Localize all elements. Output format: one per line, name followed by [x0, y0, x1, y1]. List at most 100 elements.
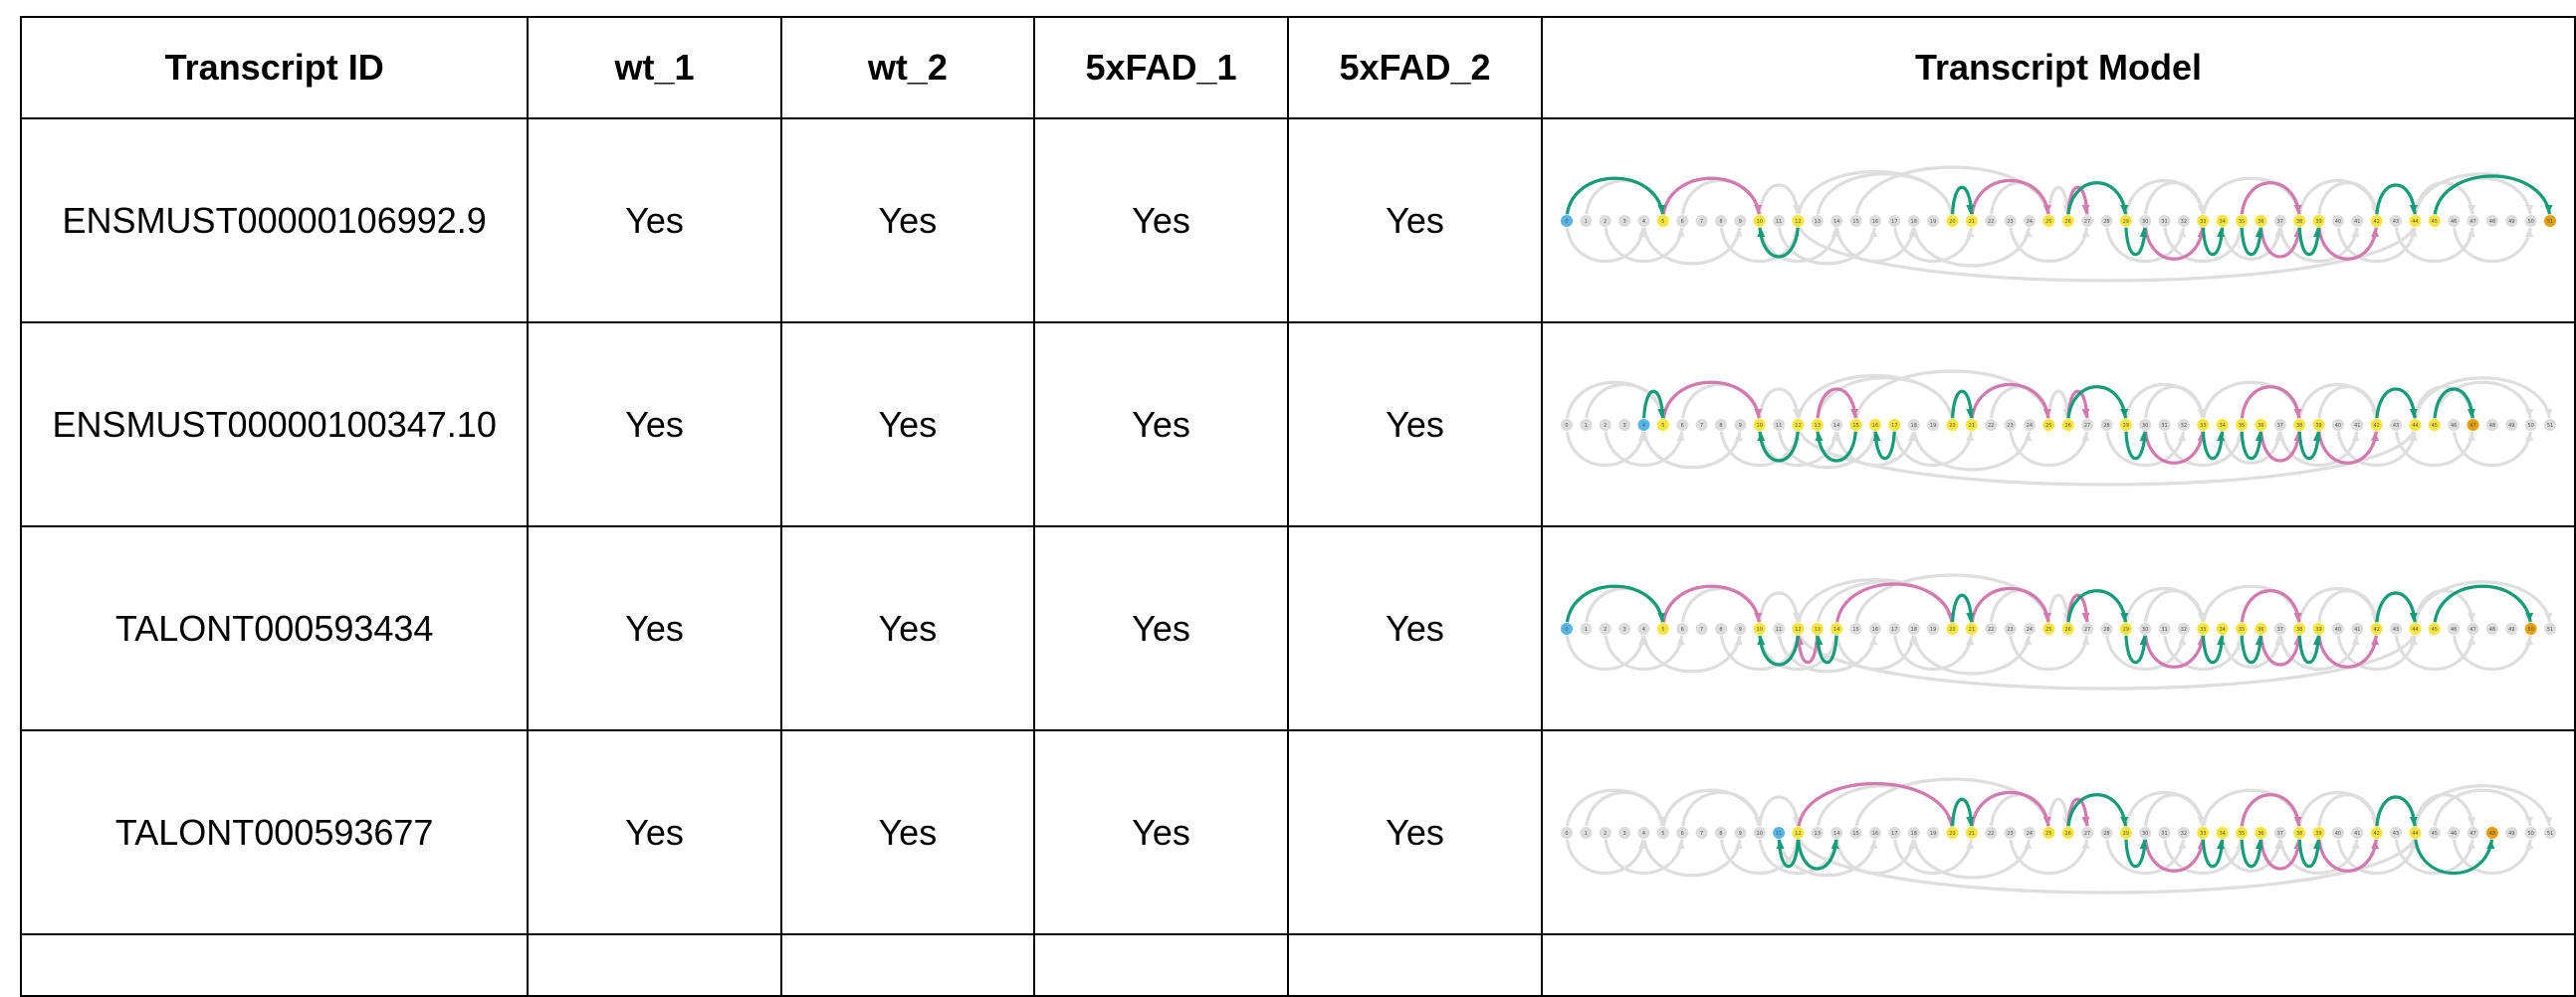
- splice-node: [2196, 825, 2211, 840]
- splice-node: [2235, 213, 2249, 228]
- splice-node-label: 13: [1815, 218, 1821, 224]
- splice-node-label: 4: [1642, 626, 1645, 632]
- splice-node-label: 51: [2547, 422, 2553, 428]
- splice-node: [1829, 825, 1844, 840]
- background-arc-arrowhead: [2525, 839, 2534, 849]
- splice-node: [2331, 621, 2345, 636]
- header-row: Transcript ID wt_1 wt_2 5xFAD_1 5xFAD_2 …: [19, 16, 2576, 119]
- background-arc-arrowhead: [2467, 635, 2475, 645]
- splice-node-label: 41: [2354, 218, 2360, 224]
- table-row-partial: [19, 933, 2576, 997]
- splice-node-label: 29: [2123, 218, 2129, 224]
- background-arc-arrowhead: [1676, 431, 1685, 441]
- intron-arc-pink-arrowhead: [2293, 612, 2302, 622]
- splice-node-label: 31: [2161, 626, 2167, 632]
- background-arc-arrowhead: [2467, 431, 2475, 441]
- splice-node-label: 25: [2045, 830, 2051, 836]
- intron-arc-green-arrowhead: [2409, 612, 2418, 622]
- intron-arc-green-arrowhead: [2217, 227, 2226, 237]
- splice-node-label: 1: [1585, 218, 1588, 224]
- splice-node-label: 15: [1852, 422, 1858, 428]
- splice-node: [2196, 213, 2211, 228]
- splice-node: [1868, 825, 1882, 840]
- transcript-id-cell: ENSMUST00000106992.9: [19, 117, 530, 323]
- splice-node: [1579, 621, 1594, 636]
- background-arc: [2413, 579, 2552, 629]
- splice-node-label: 29: [2123, 422, 2129, 428]
- splice-node: [2041, 213, 2056, 228]
- background-arc: [2278, 628, 2359, 671]
- intron-arc-pink-arrowhead: [2081, 816, 2090, 826]
- background-arc: [2278, 424, 2359, 467]
- splice-node: [1694, 621, 1709, 636]
- transcript-id-cell: TALONT000593434: [19, 525, 530, 731]
- splice-node: [2331, 825, 2345, 840]
- background-arc: [2008, 424, 2089, 467]
- splice-node-label: 41: [2354, 830, 2360, 836]
- splice-node-label: 9: [1739, 830, 1742, 836]
- background-arc: [2104, 628, 2186, 671]
- splice-node: [2504, 213, 2519, 228]
- splice-node: [1636, 621, 1651, 636]
- splice-node: [1791, 825, 1806, 840]
- splice-node: [2408, 213, 2423, 228]
- splice-node: [1694, 213, 1709, 228]
- splice-node: [1560, 621, 1574, 636]
- intron-arc-pink-arrowhead: [2042, 204, 2051, 214]
- splice-node-label: 30: [2142, 218, 2148, 224]
- intron-arc-green-arrowhead: [1966, 612, 1975, 622]
- splice-node-label: 17: [1891, 422, 1897, 428]
- splice-node: [2177, 417, 2191, 432]
- wt-2-cell: Yes: [779, 729, 1035, 935]
- background-arc: [2104, 424, 2186, 467]
- splice-node-label: 8: [1719, 422, 1722, 428]
- splice-node: [1675, 417, 1690, 432]
- background-arc: [2413, 375, 2552, 425]
- background-arc: [2394, 220, 2475, 263]
- splice-node: [2331, 213, 2345, 228]
- splice-node-label: 3: [1623, 218, 1626, 224]
- splice-node: [2543, 213, 2557, 228]
- background-arc: [2394, 628, 2475, 671]
- splice-node-label: 21: [1969, 626, 1975, 632]
- splice-node-label: 0: [1565, 422, 1568, 428]
- background-arc-arrowhead: [2544, 408, 2553, 418]
- background-arc: [2008, 628, 2089, 671]
- splice-node: [1617, 213, 1631, 228]
- splice-node-label: 33: [2200, 830, 2206, 836]
- splice-node: [2177, 213, 2191, 228]
- background-arc: [1565, 380, 1665, 425]
- intron-arc-green-arrowhead: [2139, 431, 2148, 441]
- splice-node-label: 27: [2084, 218, 2090, 224]
- splice-node: [2523, 213, 2538, 228]
- background-arc: [1853, 165, 2050, 221]
- splice-node-label: 26: [2064, 626, 2070, 632]
- background-arc: [2240, 384, 2301, 425]
- splice-node: [2292, 825, 2306, 840]
- background-arc: [2452, 832, 2533, 875]
- background-arc: [1853, 369, 2050, 425]
- splice-node: [2543, 825, 2557, 840]
- splice-node: [2060, 621, 2075, 636]
- splice-node-label: 46: [2451, 830, 2457, 836]
- background-arc: [1796, 169, 1955, 221]
- splice-node-label: 30: [2142, 626, 2148, 632]
- splice-node-label: 11: [1776, 218, 1782, 224]
- background-arc: [1796, 832, 2417, 895]
- splice-node: [2331, 417, 2345, 432]
- splice-node: [2254, 417, 2268, 432]
- intron-arc-green-arrowhead: [2313, 635, 2322, 645]
- intron-arc-green-arrowhead: [1966, 816, 1975, 826]
- splice-node-label: 25: [2045, 626, 2051, 632]
- splice-node: [2138, 825, 2152, 840]
- splice-node: [2369, 621, 2384, 636]
- splice-node: [2389, 621, 2403, 636]
- splice-node-label: 10: [1757, 830, 1763, 836]
- 5xfad-2-cell: Yes: [1286, 525, 1543, 731]
- intron-arc-pink: [2143, 832, 2205, 873]
- transcript-model-cell: 0 1 2 3 4 5 6 7 8 9 10 11 12 13 14 15 16 17 18 19 20 21 22 23 24…: [1540, 117, 2576, 323]
- splice-node-label: 13: [1815, 830, 1821, 836]
- splice-node: [1926, 825, 1940, 840]
- background-arc: [2104, 220, 2186, 263]
